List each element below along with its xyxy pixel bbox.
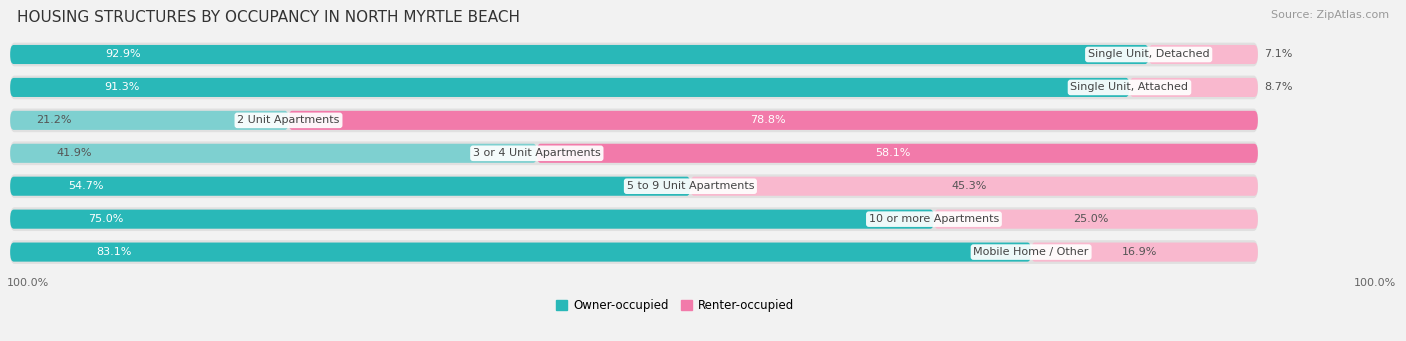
FancyBboxPatch shape	[10, 207, 1258, 231]
FancyBboxPatch shape	[10, 210, 934, 229]
Text: 78.8%: 78.8%	[751, 115, 786, 125]
FancyBboxPatch shape	[934, 210, 1258, 229]
FancyBboxPatch shape	[10, 142, 1258, 165]
FancyBboxPatch shape	[10, 45, 1149, 64]
Text: 75.0%: 75.0%	[89, 214, 124, 224]
Legend: Owner-occupied, Renter-occupied: Owner-occupied, Renter-occupied	[551, 295, 799, 317]
Text: 25.0%: 25.0%	[1073, 214, 1109, 224]
Text: Single Unit, Detached: Single Unit, Detached	[1088, 49, 1209, 59]
Text: 21.2%: 21.2%	[37, 115, 72, 125]
FancyBboxPatch shape	[10, 43, 1258, 66]
Text: 16.9%: 16.9%	[1122, 247, 1157, 257]
Text: 91.3%: 91.3%	[104, 83, 139, 92]
FancyBboxPatch shape	[10, 76, 1258, 99]
Text: 7.1%: 7.1%	[1264, 49, 1292, 59]
Text: HOUSING STRUCTURES BY OCCUPANCY IN NORTH MYRTLE BEACH: HOUSING STRUCTURES BY OCCUPANCY IN NORTH…	[17, 10, 520, 25]
FancyBboxPatch shape	[1129, 78, 1258, 97]
Text: 92.9%: 92.9%	[105, 49, 141, 59]
FancyBboxPatch shape	[690, 177, 1258, 196]
Text: 45.3%: 45.3%	[952, 181, 987, 191]
FancyBboxPatch shape	[288, 111, 1258, 130]
FancyBboxPatch shape	[10, 242, 1031, 262]
Text: 54.7%: 54.7%	[69, 181, 104, 191]
Text: 41.9%: 41.9%	[56, 148, 91, 158]
FancyBboxPatch shape	[1149, 45, 1258, 64]
Text: 3 or 4 Unit Apartments: 3 or 4 Unit Apartments	[472, 148, 600, 158]
Text: 2 Unit Apartments: 2 Unit Apartments	[238, 115, 340, 125]
Text: 100.0%: 100.0%	[7, 278, 49, 288]
FancyBboxPatch shape	[10, 78, 1129, 97]
FancyBboxPatch shape	[10, 240, 1258, 264]
FancyBboxPatch shape	[10, 174, 1258, 198]
Text: 83.1%: 83.1%	[96, 247, 131, 257]
Text: Source: ZipAtlas.com: Source: ZipAtlas.com	[1271, 10, 1389, 20]
FancyBboxPatch shape	[10, 108, 1258, 132]
FancyBboxPatch shape	[537, 144, 1258, 163]
Text: 8.7%: 8.7%	[1264, 83, 1292, 92]
FancyBboxPatch shape	[10, 177, 690, 196]
FancyBboxPatch shape	[10, 144, 537, 163]
Text: Single Unit, Attached: Single Unit, Attached	[1070, 83, 1188, 92]
FancyBboxPatch shape	[1031, 242, 1258, 262]
Text: Mobile Home / Other: Mobile Home / Other	[973, 247, 1088, 257]
Text: 100.0%: 100.0%	[1354, 278, 1396, 288]
Text: 58.1%: 58.1%	[875, 148, 910, 158]
FancyBboxPatch shape	[10, 111, 288, 130]
Text: 5 to 9 Unit Apartments: 5 to 9 Unit Apartments	[627, 181, 754, 191]
Text: 10 or more Apartments: 10 or more Apartments	[869, 214, 1000, 224]
